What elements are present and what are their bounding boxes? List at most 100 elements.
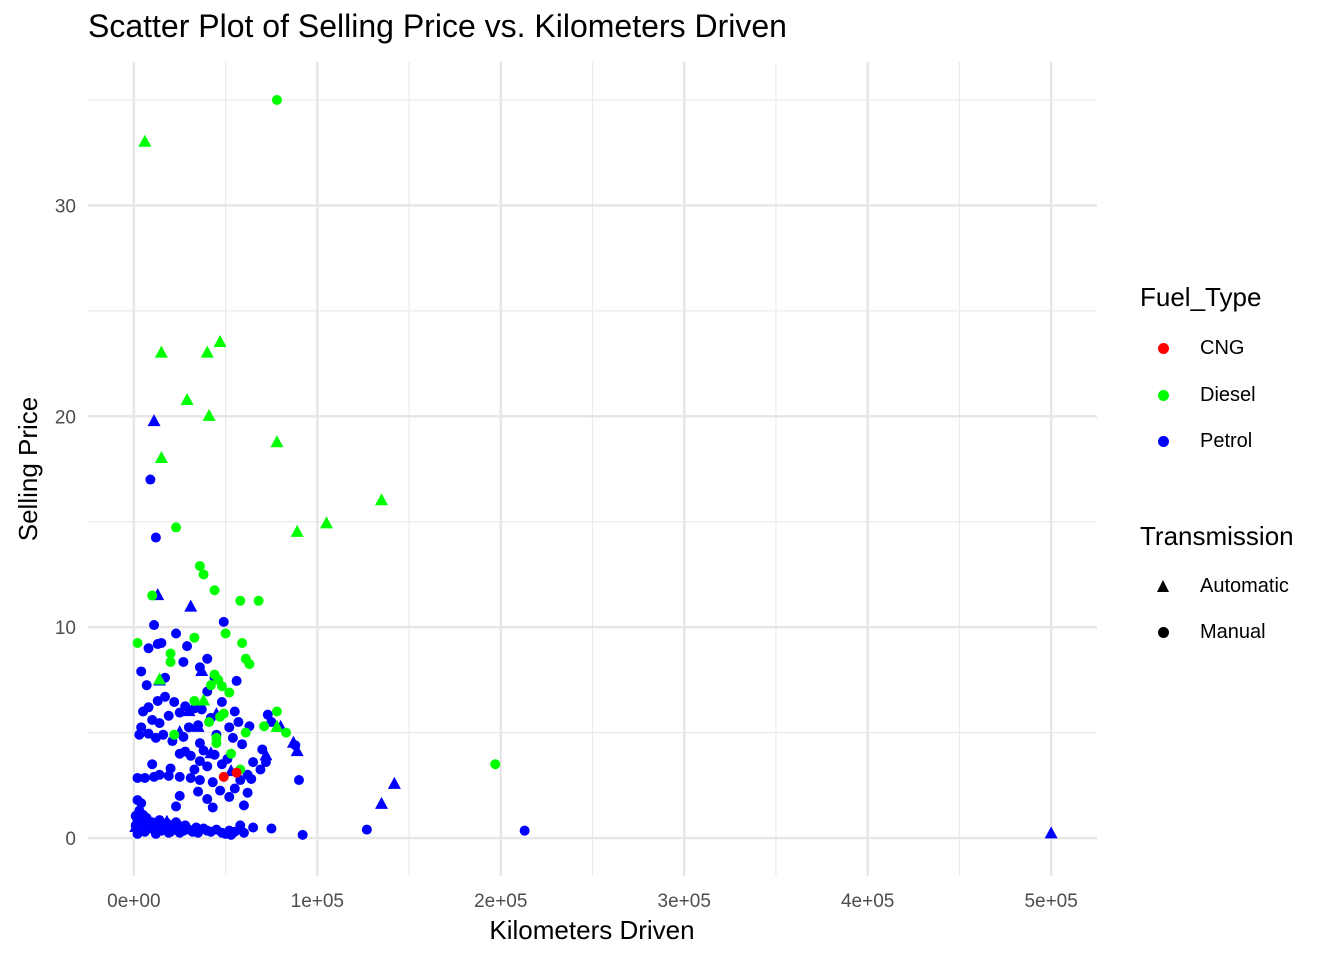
data-point-diesel-automatic [375,493,389,506]
data-point-petrol-manual [143,728,154,739]
data-point-diesel-manual [204,717,215,728]
data-point-petrol-manual [242,787,253,798]
data-point-diesel-manual [147,590,158,601]
y-tick-label: 30 [55,196,76,217]
legend-diesel-dot-icon [1158,390,1169,401]
data-point-petrol-manual [143,643,154,654]
data-point-diesel-manual [211,738,222,749]
legend-label-automatic: Automatic [1200,574,1289,597]
data-point-petrol-manual [226,829,237,840]
data-point-petrol-automatic [147,414,161,427]
data-point-petrol-manual [171,801,182,812]
data-point-diesel-automatic [154,451,168,464]
x-axis-title: Kilometers Driven [489,915,694,945]
legend-fuel-type: Fuel_Type CNG Diesel Petrol [1140,282,1261,452]
data-point-petrol-manual [519,825,530,836]
data-point-petrol-manual [158,729,169,740]
data-point-diesel-automatic [138,134,152,147]
y-tick-label: 20 [55,407,76,428]
data-point-petrol-manual [207,777,218,788]
data-point-petrol-automatic [1044,826,1058,839]
data-point-diesel-manual [205,680,216,691]
data-point-petrol-manual [290,740,301,751]
data-point-petrol-manual [150,532,161,543]
data-point-diesel-automatic [319,516,333,529]
data-point-petrol-manual [163,827,174,838]
data-point-petrol-manual [193,720,204,731]
x-tick-label: 2e+05 [474,891,527,912]
data-point-diesel-manual [171,522,182,533]
legend-title-transmission: Transmission [1140,521,1294,551]
data-point-diesel-manual [132,637,143,648]
y-axis-title: Selling Price [13,397,43,542]
data-point-petrol-manual [134,729,145,740]
data-point-petrol-manual [231,675,242,686]
data-point-petrol-manual [183,722,194,733]
data-point-petrol-manual [202,761,213,772]
data-point-petrol-manual [154,769,165,780]
legend-item-manual: Manual [1140,620,1266,644]
data-point-petrol-manual [143,702,154,713]
data-point-diesel-manual [189,632,200,643]
data-point-diesel-manual [209,585,220,596]
data-point-petrol-manual [238,827,249,838]
data-point-diesel-manual [165,656,176,667]
data-point-petrol-manual [156,637,167,648]
x-axis-ticks: 0e+00 1e+05 2e+05 3e+05 4e+05 5e+05 [107,891,1078,912]
data-point-petrol-manual [189,764,200,775]
data-point-petrol-manual [178,656,189,667]
data-point-petrol-manual [189,825,200,836]
legend-label-manual: Manual [1200,620,1266,643]
data-point-petrol-manual [154,718,165,729]
data-point-petrol-manual [235,820,246,831]
legend-petrol-dot-icon [1158,436,1169,447]
y-axis-ticks: 0 10 20 30 [55,196,76,850]
data-point-petrol-manual [235,775,246,786]
data-point-petrol-manual [216,759,227,770]
legend-item-cng: CNG [1140,336,1244,360]
data-point-diesel-automatic [180,393,194,406]
data-point-petrol-automatic [375,796,389,809]
data-point-diesel-manual [271,94,282,105]
data-point-petrol-manual [130,820,141,831]
data-point-diesel-manual [259,721,270,732]
data-point-petrol-manual [150,828,161,839]
data-point-petrol-manual [248,757,259,768]
data-point-petrol-manual [145,474,156,485]
y-tick-label: 0 [65,829,76,850]
data-point-petrol-manual [209,749,220,760]
data-point-diesel-manual [244,659,255,670]
data-point-petrol-automatic [259,748,273,761]
minor-gridlines [88,62,1097,876]
data-point-diesel-manual [271,706,282,717]
data-point-petrol-manual [163,770,174,781]
data-point-petrol-manual [196,704,207,715]
data-point-diesel-manual [235,595,246,606]
legend-item-automatic: Automatic [1140,574,1289,598]
data-point-petrol-manual [361,824,372,835]
data-point-petrol-manual [194,662,205,673]
data-point-diesel-manual [216,681,227,692]
data-point-petrol-manual [233,717,244,728]
data-point-diesel-manual [194,561,205,572]
data-point-petrol-manual [174,707,185,718]
data-point-petrol-automatic [387,776,401,789]
data-point-petrol-manual [202,653,213,664]
data-point-petrol-manual [194,775,205,786]
data-point-diesel-manual [240,727,251,738]
data-point-diesel-automatic [202,408,216,421]
data-point-diesel-manual [220,628,231,639]
data-point-petrol-manual [139,826,150,837]
data-point-petrol-manual [174,748,185,759]
x-tick-label: 3e+05 [658,891,711,912]
data-point-diesel-automatic [213,335,227,348]
data-point-diesel-manual [169,729,180,740]
data-point-diesel-manual [165,648,176,659]
data-point-petrol-manual [216,697,227,708]
chart-title: Scatter Plot of Selling Price vs. Kilome… [88,8,787,44]
data-point-petrol-manual [152,695,163,706]
data-point-petrol-manual [266,717,277,728]
data-point-petrol-manual [147,759,158,770]
data-point-diesel-automatic [270,719,284,732]
data-point-petrol-manual [262,709,273,720]
